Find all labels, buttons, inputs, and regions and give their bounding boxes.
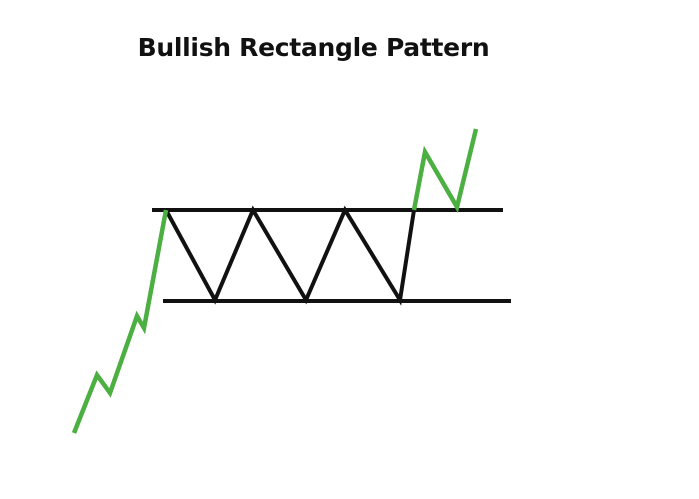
breakout-line bbox=[411, 128, 479, 213]
consolidation-zigzag bbox=[164, 205, 416, 306]
prior-uptrend-line bbox=[71, 209, 169, 434]
diagram-title: Bullish Rectangle Pattern bbox=[137, 33, 490, 62]
